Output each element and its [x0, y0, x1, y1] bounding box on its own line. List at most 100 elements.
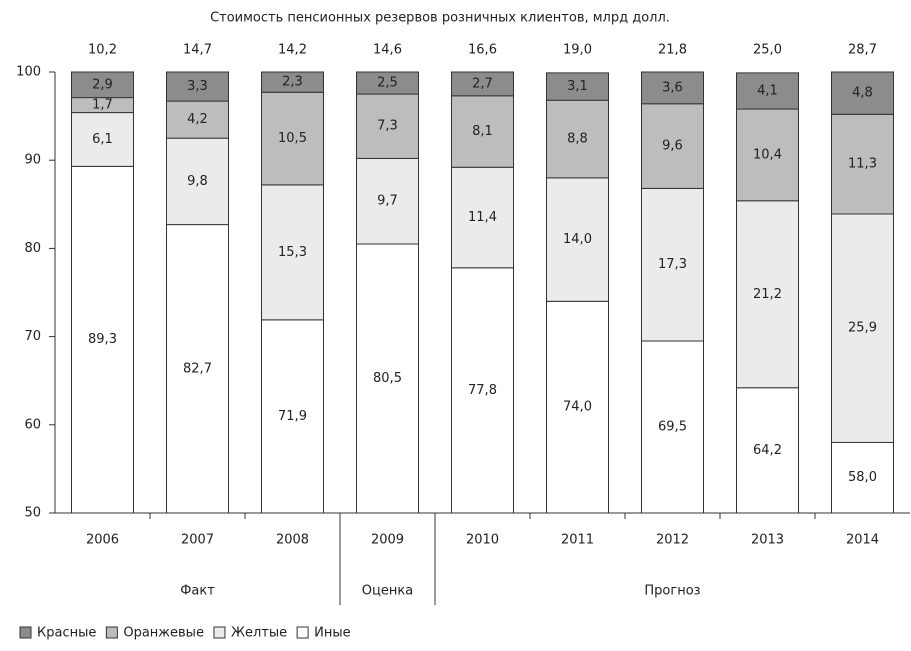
bar-segment [166, 224, 229, 514]
bar-segment [451, 166, 514, 269]
bar-segment [641, 103, 704, 189]
x-tick-label: 2011 [561, 533, 594, 548]
bar-segment [71, 112, 134, 167]
value-label: 25,9 [848, 321, 877, 336]
group-label: Оценка [362, 584, 413, 599]
value-label: 9,7 [377, 194, 398, 209]
value-label: 11,3 [848, 157, 877, 172]
bar-segment [356, 93, 419, 159]
bar-segment [71, 165, 134, 514]
y-tick-label: 100 [16, 65, 41, 80]
value-label: 17,3 [658, 257, 687, 272]
bar-segment [736, 72, 799, 110]
bar-segment [166, 71, 229, 102]
y-tick-label: 60 [24, 417, 41, 432]
bar-segment [356, 243, 419, 514]
x-tick-label: 2007 [181, 533, 214, 548]
total-label: 14,2 [278, 43, 307, 58]
value-label: 14,0 [563, 232, 592, 247]
total-label: 28,7 [848, 43, 877, 58]
legend-swatch [19, 626, 32, 639]
value-label: 2,9 [92, 77, 113, 92]
x-tick-label: 2009 [371, 533, 404, 548]
legend-label: Желтые [231, 626, 287, 641]
legend-label: Красные [37, 626, 96, 641]
total-label: 14,7 [183, 43, 212, 58]
value-label: 64,2 [753, 443, 782, 458]
value-label: 69,5 [658, 420, 687, 435]
bar-segment [546, 99, 609, 179]
bar-segment [736, 200, 799, 389]
value-label: 71,9 [278, 409, 307, 424]
value-label: 11,4 [468, 210, 497, 225]
value-label: 2,7 [472, 76, 493, 91]
value-label: 80,5 [373, 371, 402, 386]
legend-swatch [105, 626, 118, 639]
bar-segment [451, 267, 514, 514]
bar-segment [451, 95, 514, 168]
y-tick-label: 90 [24, 153, 41, 168]
value-label: 10,4 [753, 147, 782, 162]
value-label: 89,3 [88, 332, 117, 347]
legend-label: Оранжевые [123, 626, 204, 641]
y-tick-label: 80 [24, 241, 41, 256]
x-tick-label: 2010 [466, 533, 499, 548]
bar-segment [166, 137, 229, 226]
legend-swatch [213, 626, 226, 639]
value-label: 21,2 [753, 287, 782, 302]
bar-segment [736, 387, 799, 514]
x-tick-label: 2008 [276, 533, 309, 548]
total-label: 19,0 [563, 43, 592, 58]
bar-segment [831, 213, 894, 443]
group-label: Факт [180, 584, 215, 599]
value-label: 2,5 [377, 76, 398, 91]
value-label: 4,8 [852, 86, 873, 101]
bar-segment [261, 91, 324, 186]
bar-segment [831, 71, 894, 115]
value-label: 3,6 [662, 80, 683, 95]
bar-segment [736, 108, 799, 202]
value-label: 7,3 [377, 119, 398, 134]
total-label: 14,6 [373, 43, 402, 58]
bar-segment [641, 71, 704, 105]
value-label: 82,7 [183, 361, 212, 376]
bar-segment [546, 177, 609, 302]
y-tick-label: 50 [24, 506, 41, 521]
bar-segment [451, 71, 514, 97]
value-label: 15,3 [278, 245, 307, 260]
x-tick-label: 2013 [751, 533, 784, 548]
legend-label: Иные [314, 626, 351, 641]
total-label: 16,6 [468, 43, 497, 58]
bar-segment [831, 441, 894, 514]
value-label: 2,3 [282, 75, 303, 90]
x-tick-label: 2012 [656, 533, 689, 548]
group-label: Прогноз [644, 584, 700, 599]
value-label: 6,1 [92, 132, 113, 147]
legend-swatch [296, 626, 309, 639]
x-tick-label: 2006 [86, 533, 119, 548]
value-label: 3,3 [187, 79, 208, 94]
value-label: 4,2 [187, 112, 208, 127]
x-tick-label: 2014 [846, 533, 879, 548]
bar-segment [831, 113, 894, 215]
bar-segment [261, 319, 324, 514]
value-label: 10,5 [278, 131, 307, 146]
total-label: 25,0 [753, 43, 782, 58]
bar-segment [261, 71, 324, 93]
value-label: 77,8 [468, 383, 497, 398]
value-label: 9,6 [662, 139, 683, 154]
y-tick-label: 70 [24, 329, 41, 344]
bar-segment [546, 300, 609, 514]
value-label: 8,8 [567, 132, 588, 147]
bar-segment [71, 71, 134, 99]
value-label: 1,7 [92, 98, 113, 113]
bar-segment [356, 157, 419, 245]
value-label: 3,1 [567, 79, 588, 94]
value-label: 9,8 [187, 174, 208, 189]
bar-segment [546, 72, 609, 101]
bar-segment [356, 71, 419, 95]
total-label: 21,8 [658, 43, 687, 58]
bar-segment [641, 340, 704, 514]
value-label: 58,0 [848, 470, 877, 485]
value-label: 74,0 [563, 400, 592, 415]
